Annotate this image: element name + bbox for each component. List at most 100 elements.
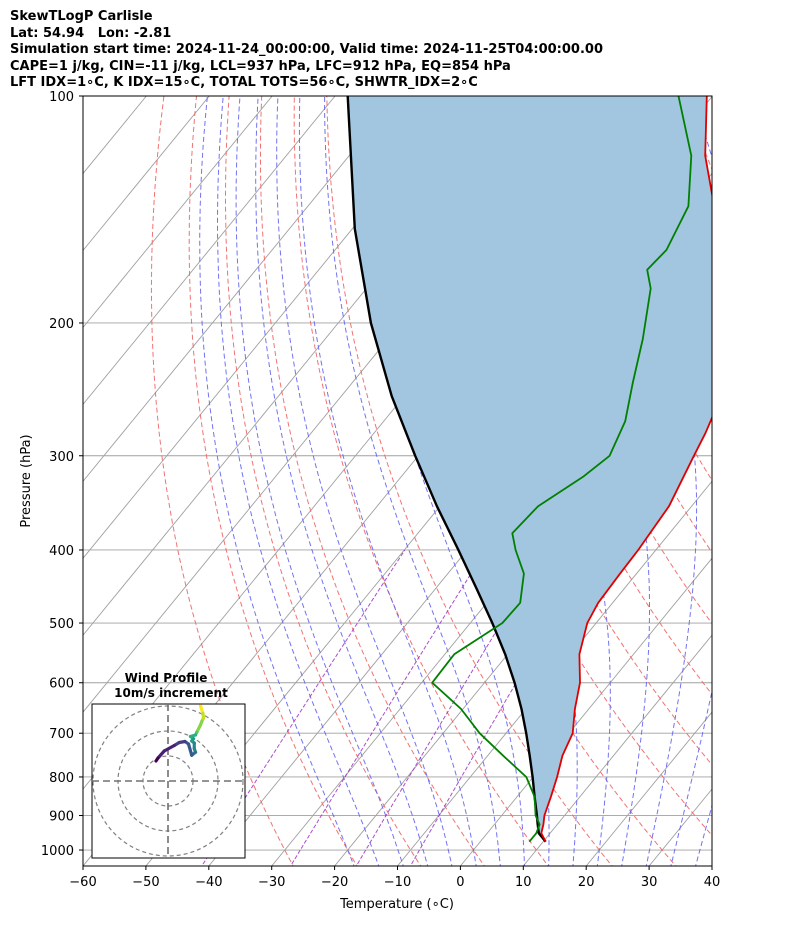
- parcel-line: [346, 96, 547, 843]
- barb-full: [740, 593, 741, 604]
- isotherm-line: [83, 96, 210, 252]
- barb-full: [740, 160, 741, 171]
- barb-full: [743, 838, 744, 849]
- barb-full: [740, 801, 741, 812]
- barb-staff: [711, 396, 712, 397]
- wind-barb: [711, 733, 748, 750]
- y-tick-label: 100: [49, 90, 74, 105]
- barb-staff: [711, 549, 712, 551]
- x-axis-label: Temperature (∘C): [339, 897, 454, 912]
- barb-half: [743, 847, 744, 853]
- barb-staff: [711, 654, 712, 655]
- isotherm-line: [83, 96, 336, 406]
- hodograph-segment: [154, 756, 160, 763]
- barb-full: [743, 328, 744, 339]
- barb-staff: [711, 850, 712, 851]
- y-tick-label: 200: [49, 317, 74, 332]
- time-text: Simulation start time: 2024-11-24_00:00:…: [10, 42, 603, 58]
- barb-full: [743, 255, 744, 266]
- y-tick-label: 800: [49, 771, 74, 786]
- barb-half: [737, 627, 738, 633]
- wind-barb: [711, 654, 748, 671]
- barb-full: [747, 847, 748, 858]
- x-tick-label: −30: [258, 875, 285, 890]
- inset-subtitle: 10m/s increment: [114, 686, 228, 700]
- y-tick-label: 400: [49, 544, 74, 559]
- barb-staff: [711, 833, 712, 834]
- barb-full: [747, 714, 748, 725]
- barb-full: [747, 821, 748, 832]
- chart-header: SkewTLogP Carlisle Lat: 54.94 Lon: -2.81…: [10, 9, 603, 92]
- dry-adiabat: [712, 79, 794, 869]
- y-tick-label: 600: [49, 677, 74, 692]
- wind-barb: [711, 815, 748, 832]
- barb-staff: [711, 288, 712, 290]
- barb-staff: [711, 322, 712, 324]
- barb-full: [740, 254, 741, 265]
- barb-staff: [711, 841, 712, 843]
- moist-adiabat: [199, 96, 355, 866]
- barb-half: [740, 760, 741, 766]
- wind-barb: [711, 396, 747, 409]
- barb-half: [740, 738, 741, 744]
- barb-full: [743, 802, 744, 813]
- y-tick-label: 700: [49, 727, 74, 742]
- x-tick-label: −40: [195, 875, 222, 890]
- indices-text: LFT IDX=1∘C, K IDX=15∘C, TOTAL TOTS=56∘C…: [10, 75, 478, 91]
- wind-barb: [711, 322, 744, 339]
- isotherm-line: [83, 96, 273, 329]
- barb-staff: [711, 433, 712, 434]
- inset-title: Wind Profile: [125, 671, 208, 685]
- dry-adiabat: [260, 96, 486, 866]
- barb-full: [743, 761, 744, 772]
- barb-half: [738, 460, 739, 466]
- barb-full: [743, 714, 744, 725]
- chart-title: SkewTLogP Carlisle: [10, 9, 153, 24]
- x-tick-label: −60: [69, 875, 96, 890]
- barb-staff: [711, 206, 712, 207]
- barb-staff: [711, 127, 712, 128]
- barb-full: [743, 659, 744, 670]
- sounding-profiles: [346, 96, 712, 843]
- barb-full: [747, 761, 748, 772]
- barb-full: [740, 293, 741, 304]
- barb-staff: [711, 796, 712, 798]
- barb-full: [743, 293, 744, 304]
- wind-barb: [711, 708, 748, 725]
- mixing-ratio-line: [290, 549, 487, 866]
- barb-full: [740, 687, 741, 698]
- barb-full: [743, 628, 744, 639]
- barb-flag: [739, 400, 747, 409]
- barb-full: [747, 739, 748, 750]
- x-tick-label: 30: [641, 875, 658, 890]
- isotherm-line: [83, 96, 84, 98]
- dry-adiabat: [188, 96, 358, 866]
- barb-staff: [711, 733, 712, 734]
- moist-adiabat: [217, 96, 380, 866]
- barb-full: [740, 713, 741, 724]
- wind-barb: [711, 288, 748, 305]
- barb-full: [740, 781, 741, 792]
- barb-full: [747, 133, 748, 144]
- moist-adiabat: [298, 96, 477, 866]
- cape-text: CAPE=1 j/kg, CIN=-11 j/kg, LCL=937 hPa, …: [10, 58, 511, 74]
- barb-full: [747, 212, 748, 223]
- barb-full: [747, 294, 748, 305]
- x-tick-label: 40: [704, 875, 721, 890]
- barb-flag: [739, 511, 747, 520]
- barb-full: [747, 660, 748, 671]
- moist-adiabat: [324, 96, 501, 866]
- y-axis-ticks: 1000 900 800 700 600 500 400 300 200 100: [41, 90, 83, 859]
- barb-full: [747, 594, 748, 605]
- barb-half: [737, 210, 738, 216]
- wind-barb: [711, 206, 748, 223]
- barb-full: [747, 628, 748, 639]
- barb-half: [740, 829, 741, 835]
- wind-profile-inset: Wind Profile 10m/s increment: [91, 671, 246, 859]
- dry-adiabat: [456, 96, 712, 696]
- dry-adiabat: [326, 96, 613, 866]
- barb-full: [737, 254, 738, 265]
- barb-full: [743, 593, 744, 604]
- temperature-line: [540, 96, 712, 843]
